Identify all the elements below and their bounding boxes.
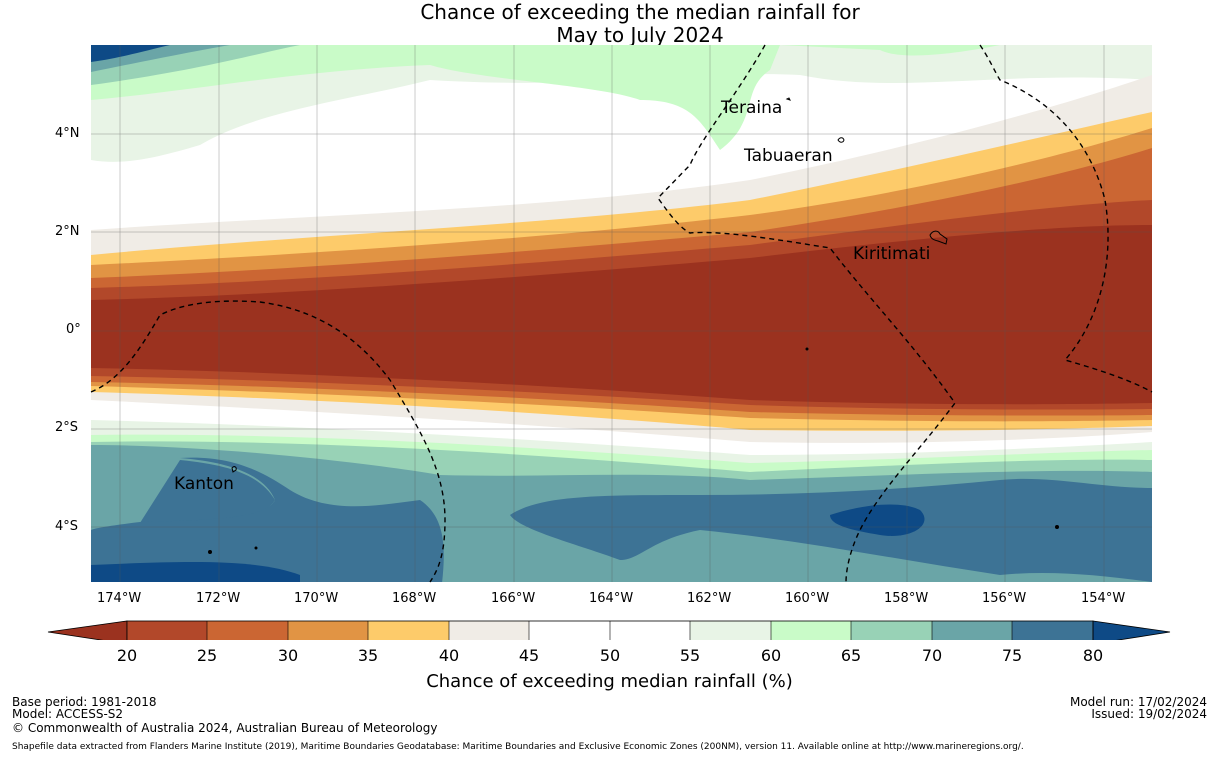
small-island-4 bbox=[1055, 525, 1059, 529]
base-period: Base period: 1981-2018 bbox=[12, 695, 157, 709]
lat-label-0: 0° bbox=[66, 322, 81, 337]
colorbar-tick-20: 20 bbox=[116, 646, 138, 665]
lon-label-158w: 158°W bbox=[884, 591, 929, 606]
band-60-northeast bbox=[780, 45, 1000, 56]
colorbar-extend-high bbox=[1092, 620, 1171, 640]
lon-label-164w: 164°W bbox=[589, 591, 634, 606]
line-islands-eez bbox=[657, 44, 956, 583]
chart-title-line2: May to July 2024 bbox=[556, 23, 724, 47]
colorbar-swatch-35-40 bbox=[368, 621, 449, 640]
colorbar-tick-30: 30 bbox=[277, 646, 299, 665]
colorbar-tick-60: 60 bbox=[760, 646, 782, 665]
band-60-north bbox=[91, 45, 780, 150]
colorbar-swatch-60-65 bbox=[771, 621, 852, 640]
colorbar-tick-25: 25 bbox=[196, 646, 218, 665]
issued-date: Issued: 19/02/2024 bbox=[1091, 707, 1207, 721]
lon-label-174w: 174°W bbox=[97, 591, 142, 606]
colorbar-tick-40: 40 bbox=[438, 646, 460, 665]
kiribati-phoenix-eez bbox=[90, 300, 446, 583]
colorbar-extend-low bbox=[47, 620, 128, 640]
colorbar-swatch-40-45 bbox=[449, 621, 530, 640]
colorbar-swatch-75-80 bbox=[1012, 621, 1093, 640]
chart-title-line1: Chance of exceeding the median rainfall … bbox=[420, 0, 860, 24]
lon-label-156w: 156°W bbox=[982, 591, 1027, 606]
colorbar-tick-50: 50 bbox=[599, 646, 621, 665]
colorbar-tick-80: 80 bbox=[1082, 646, 1104, 665]
small-island-1 bbox=[208, 550, 212, 554]
teraina-island-icon bbox=[785, 97, 791, 101]
colorbar-swatch-55-60 bbox=[690, 621, 771, 640]
colorbar-tick-45: 45 bbox=[518, 646, 540, 665]
place-label-tabuaeran: Tabuaeran bbox=[743, 146, 833, 166]
small-island-2 bbox=[254, 546, 258, 550]
kiritimati-eez-east bbox=[979, 44, 1153, 393]
shapefile-credit: Shapefile data extracted from Flanders M… bbox=[12, 742, 1024, 752]
colorbar-swatch-65-70 bbox=[851, 621, 932, 640]
colorbar-tick-35: 35 bbox=[357, 646, 379, 665]
colorbar-swatch-30-35 bbox=[288, 621, 369, 640]
tabuaeran-island-icon bbox=[837, 137, 845, 143]
colorbar-swatch-20-25 bbox=[127, 621, 208, 640]
colorbar-swatch-25-30 bbox=[207, 621, 288, 640]
lat-label-2s: 2°S bbox=[55, 420, 79, 435]
lon-label-168w: 168°W bbox=[392, 591, 437, 606]
band-75-west bbox=[91, 457, 444, 582]
colorbar-swatch-70-75 bbox=[932, 621, 1013, 640]
colorbar-swatch-45-50 bbox=[529, 621, 610, 640]
place-label-kiritimati: Kiritimati bbox=[853, 244, 930, 264]
colorbar-swatch-50-55 bbox=[610, 621, 691, 640]
lon-label-162w: 162°W bbox=[687, 591, 732, 606]
lon-label-172w: 172°W bbox=[196, 591, 241, 606]
lat-label-2n: 2°N bbox=[55, 224, 80, 239]
gridlines bbox=[91, 45, 1152, 582]
small-island-3 bbox=[805, 347, 809, 351]
band-80-south bbox=[91, 562, 300, 582]
eez-boundaries bbox=[90, 44, 1153, 583]
colorbar bbox=[47, 620, 1171, 640]
lon-label-154w: 154°W bbox=[1081, 591, 1126, 606]
lat-label-4n: 4°N bbox=[55, 126, 80, 141]
band-80-east bbox=[830, 504, 925, 536]
model-run-date: Model run: 17/02/2024 bbox=[1069, 695, 1207, 709]
colorbar-tick-70: 70 bbox=[921, 646, 943, 665]
contour-bands bbox=[91, 45, 1152, 582]
kiritimati-island-icon bbox=[929, 230, 948, 245]
copyright: © Commonwealth of Australia 2024, Austra… bbox=[12, 721, 438, 735]
lat-label-4s: 4°S bbox=[55, 519, 79, 534]
model-name: Model: ACCESS-S2 bbox=[12, 707, 124, 721]
lon-label-166w: 166°W bbox=[491, 591, 536, 606]
colorbar-label: Chance of exceeding median rainfall (%) bbox=[426, 671, 793, 692]
colorbar-tick-65: 65 bbox=[840, 646, 862, 665]
colorbar-tick-55: 55 bbox=[679, 646, 701, 665]
lon-label-160w: 160°W bbox=[785, 591, 830, 606]
islands bbox=[208, 97, 1059, 554]
band-75-south bbox=[91, 460, 1152, 582]
place-label-teraina: Teraina bbox=[720, 98, 782, 118]
kanton-island-icon bbox=[231, 466, 237, 473]
lon-label-170w: 170°W bbox=[294, 591, 339, 606]
band-55-north bbox=[91, 45, 1152, 162]
band-80-nw bbox=[91, 45, 170, 62]
rainfall-map: Teraina Tabuaeran Kiritimati Kanton bbox=[47, 44, 1171, 640]
place-label-kanton: Kanton bbox=[174, 474, 234, 494]
colorbar-tick-75: 75 bbox=[1001, 646, 1023, 665]
